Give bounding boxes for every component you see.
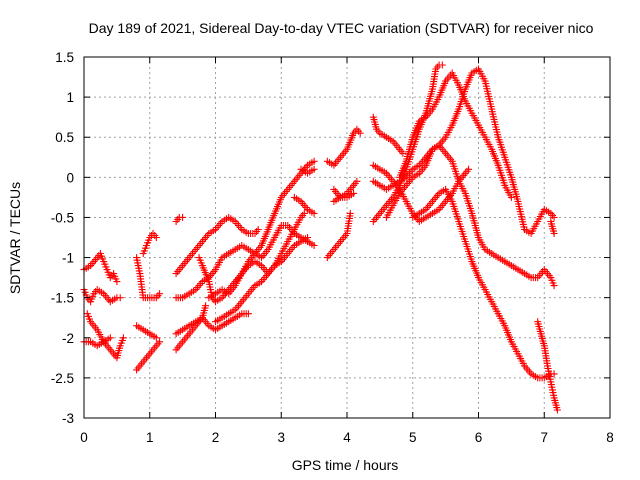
x-tick-label: 1: [146, 430, 154, 445]
y-tick-label: -2.5: [51, 371, 74, 386]
series-arc-19: [323, 125, 364, 169]
data-point: [550, 282, 558, 290]
series-arc-3: [83, 310, 127, 362]
x-axis-label: GPS time / hours: [292, 457, 399, 473]
data-markers: [80, 61, 561, 414]
data-point: [310, 157, 318, 165]
series-arc-1: [80, 250, 121, 286]
series-arc-5: [133, 338, 164, 374]
series-arc-28: [382, 141, 558, 290]
series-arc-23: [369, 113, 407, 157]
data-point: [113, 278, 121, 286]
series-arc-18: [297, 165, 318, 177]
series-arc-30: [534, 318, 561, 414]
series-arc-31: [547, 218, 558, 237]
data-point: [507, 193, 515, 201]
data-point: [179, 213, 187, 221]
x-tick-label: 4: [343, 430, 351, 445]
data-point: [310, 242, 318, 249]
data-point: [202, 302, 210, 310]
y-tick-label: -1.5: [51, 291, 74, 306]
y-tick-label: 1.5: [55, 50, 74, 65]
x-tick-label: 6: [475, 430, 483, 445]
data-point: [152, 234, 160, 241]
x-tick-label: 3: [277, 430, 285, 445]
series-arc-4: [80, 334, 114, 350]
data-point: [310, 209, 318, 217]
chart-title: Day 189 of 2021, Sidereal Day-to-day VTE…: [89, 20, 594, 36]
series-arc-10: [172, 213, 262, 278]
x-tick-label: 2: [212, 430, 220, 445]
data-point: [550, 230, 558, 237]
data-point: [156, 290, 164, 298]
series-arc-12: [172, 310, 252, 338]
series-arc-8: [139, 230, 160, 257]
y-tick-label: 0.5: [55, 130, 74, 145]
series-arc-27: [396, 69, 515, 201]
y-tick-label: -0.5: [51, 210, 74, 225]
data-point: [116, 294, 124, 302]
data-point: [465, 165, 473, 173]
data-point: [244, 310, 252, 318]
series-arc-17: [290, 193, 318, 217]
data-point: [156, 338, 164, 346]
data-point: [254, 226, 262, 233]
data-point: [300, 209, 308, 217]
data-point: [550, 213, 558, 221]
x-tick-label: 7: [540, 430, 548, 445]
y-tick-label: -2: [62, 331, 74, 346]
data-point: [399, 149, 407, 157]
data-point: [438, 61, 446, 69]
y-tick-label: 1: [66, 90, 74, 105]
data-point: [553, 406, 561, 414]
data-point: [353, 177, 361, 185]
data-point: [350, 189, 358, 197]
data-point: [152, 334, 160, 342]
series-arc-29: [409, 185, 558, 382]
y-axis-label: SDTVAR / TECUs: [7, 182, 23, 294]
series-arc-22: [323, 209, 354, 262]
data-point: [346, 209, 354, 217]
y-tick-label: 0: [66, 170, 74, 185]
data-point: [310, 165, 318, 173]
y-tick-labels: -3 -2.5 -2 -1.5 -1 -0.5 0 0.5 1 1.5: [51, 50, 74, 426]
series-arc-2: [80, 286, 124, 306]
series-arc-9: [172, 213, 187, 225]
axis-ticks: [83, 56, 611, 419]
x-tick-label: 8: [606, 430, 614, 445]
series-arc-16: [212, 234, 311, 326]
series-arc-13: [172, 302, 210, 354]
x-tick-label: 0: [80, 430, 88, 445]
y-tick-label: -3: [62, 411, 74, 426]
data-point: [304, 234, 311, 241]
series-arc-6: [133, 322, 160, 342]
series-arc-7: [133, 254, 164, 302]
data-point: [356, 129, 364, 137]
x-tick-labels: 0 1 2 3 4 5 6 7 8: [80, 430, 614, 445]
series-arc-21: [330, 189, 358, 205]
x-tick-label: 5: [409, 430, 417, 445]
data-point: [119, 334, 127, 342]
data-point: [106, 334, 114, 342]
y-tick-label: -1: [62, 251, 74, 266]
